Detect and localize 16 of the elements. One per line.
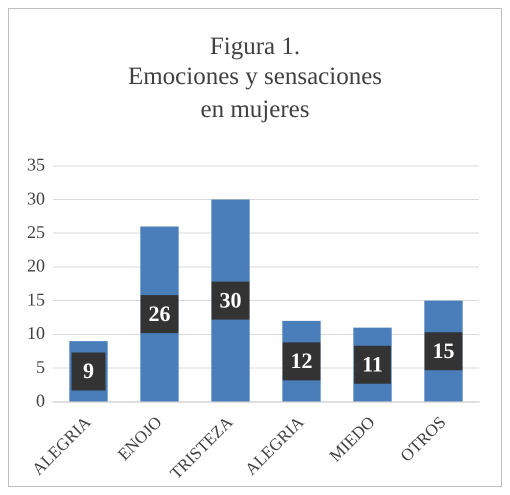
y-tick-label: 15: [27, 289, 45, 310]
y-tick-label: 5: [36, 356, 45, 377]
y-tick-label: 35: [27, 154, 45, 175]
y-tick-label: 20: [27, 256, 45, 276]
y-tick-label: 25: [27, 222, 45, 242]
y-tick-label: 10: [27, 323, 45, 344]
chart-subtitle: Emociones y sensaciones en mujeres: [126, 62, 384, 124]
chart-title: Figura 1.: [208, 33, 302, 61]
y-tick-label: 0: [36, 390, 45, 411]
data-label: 12: [290, 348, 312, 374]
data-label: 30: [220, 287, 242, 312]
y-tick-label: 30: [27, 188, 45, 208]
data-label: 9: [83, 358, 94, 384]
data-label: 15: [432, 338, 454, 363]
data-label: 26: [148, 300, 170, 326]
data-label: 11: [362, 351, 383, 376]
